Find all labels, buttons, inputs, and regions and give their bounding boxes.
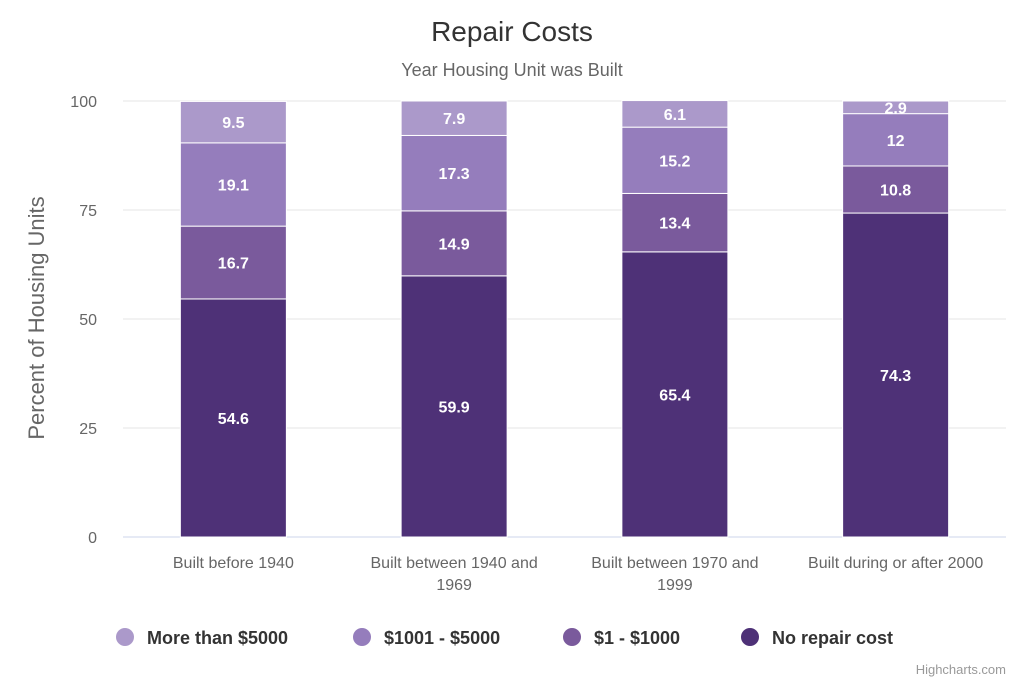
- y-tick-label: 0: [88, 530, 97, 547]
- bar-segment[interactable]: [400, 134, 508, 212]
- data-label: 12: [887, 133, 905, 150]
- y-axis-ticks: 0 25 50 75 100: [70, 94, 97, 547]
- legend-marker: [563, 628, 581, 646]
- legend-marker: [741, 628, 759, 646]
- legend-marker: [353, 628, 371, 646]
- data-label: 54.6: [218, 411, 249, 428]
- bar-segment[interactable]: [842, 100, 950, 115]
- bar-segment[interactable]: [842, 165, 950, 214]
- data-label: 6.1: [664, 107, 686, 124]
- bars: [179, 100, 950, 538]
- legend-label: More than $5000: [147, 628, 288, 648]
- y-axis-label: Percent of Housing Units: [24, 196, 49, 439]
- legend-item[interactable]: $1 - $1000: [563, 628, 680, 648]
- bar-segment[interactable]: [842, 212, 950, 538]
- y-tick-label: 50: [79, 312, 97, 329]
- data-label: 65.4: [659, 387, 690, 404]
- data-label: 59.9: [439, 399, 470, 416]
- y-tick-label: 75: [79, 203, 97, 220]
- data-label: 19.1: [218, 177, 249, 194]
- legend-label: $1001 - $5000: [384, 628, 500, 648]
- data-label: 13.4: [659, 216, 690, 233]
- bar-segment[interactable]: [400, 100, 508, 136]
- data-label: 9.5: [222, 115, 244, 132]
- x-tick-label: Built before 1940: [173, 555, 294, 572]
- credits[interactable]: Highcharts.com: [916, 662, 1006, 677]
- x-tick-label: Built between 1970 and 1999: [591, 555, 758, 594]
- data-label: 16.7: [218, 256, 249, 273]
- bar-segment[interactable]: [842, 113, 950, 167]
- bar-segment[interactable]: [179, 225, 287, 300]
- legend-item[interactable]: More than $5000: [116, 628, 288, 648]
- bar-segment[interactable]: [621, 251, 729, 538]
- x-tick-label: Built between 1940 and 1969: [371, 555, 538, 594]
- data-label: 14.9: [439, 236, 470, 253]
- x-tick-label: Built during or after 2000: [808, 555, 983, 572]
- data-label: 10.8: [880, 183, 911, 200]
- chart-title: Repair Costs: [431, 16, 593, 47]
- bar-segment[interactable]: [179, 298, 287, 538]
- data-label: 17.3: [439, 166, 470, 183]
- legend-item[interactable]: No repair cost: [741, 628, 893, 648]
- data-label: 7.9: [443, 111, 465, 128]
- legend-item[interactable]: $1001 - $5000: [353, 628, 500, 648]
- data-label: 2.9: [885, 100, 907, 117]
- bar-segment[interactable]: [621, 100, 729, 128]
- legend[interactable]: More than $5000 $1001 - $5000 $1 - $1000 No…: [116, 628, 893, 648]
- data-label: 15.2: [659, 153, 690, 170]
- legend-label: $1 - $1000: [594, 628, 680, 648]
- data-labels: 54.6 16.7 19.1 9.5 59.9 14.9 17.3 7.9 65.4 13.4 15…: [218, 100, 911, 428]
- data-label: 74.3: [880, 368, 911, 385]
- bar-segment[interactable]: [621, 126, 729, 194]
- chart-subtitle: Year Housing Unit was Built: [401, 60, 622, 80]
- y-tick-label: 100: [70, 94, 97, 111]
- legend-marker: [116, 628, 134, 646]
- x-axis-ticks: Built before 1940 Built between 1940 and 1…: [173, 555, 983, 594]
- bar-segment[interactable]: [621, 192, 729, 253]
- legend-label: No repair cost: [772, 628, 893, 648]
- bar-segment[interactable]: [179, 100, 287, 144]
- y-tick-label: 25: [79, 421, 97, 438]
